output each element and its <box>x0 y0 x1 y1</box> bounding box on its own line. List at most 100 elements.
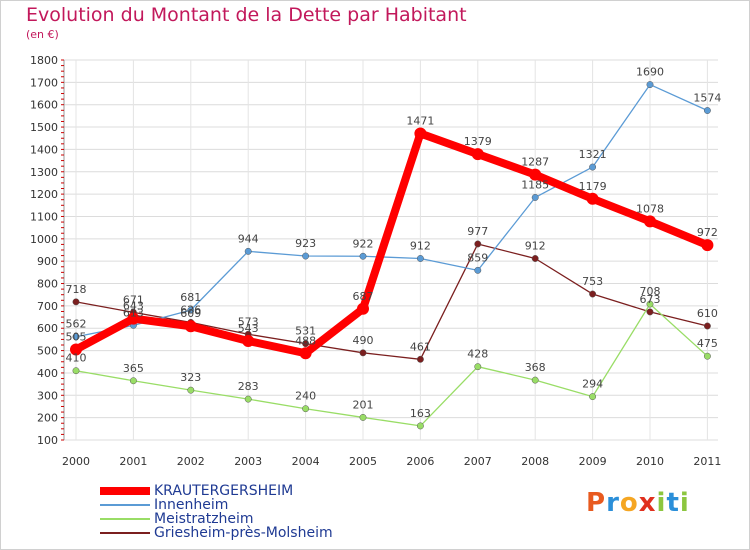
data-label: 708 <box>640 285 661 298</box>
data-label: 673 <box>640 293 661 306</box>
data-point <box>586 192 599 205</box>
data-point <box>703 352 711 360</box>
data-label: 1179 <box>579 180 607 193</box>
logo-letter: o <box>619 488 639 518</box>
data-label: 912 <box>410 239 431 252</box>
data-label: 626 <box>180 303 201 316</box>
data-point <box>529 168 542 181</box>
data-point <box>416 255 424 262</box>
legend-swatch <box>100 532 150 534</box>
legend-label: Innenheim <box>154 497 229 513</box>
data-point <box>72 367 80 375</box>
data-label: 687 <box>353 290 374 303</box>
data-label: 671 <box>123 293 144 306</box>
data-point <box>474 266 482 274</box>
data-point <box>357 302 369 315</box>
y-tick-label: 200 <box>37 412 58 425</box>
data-point <box>359 252 367 260</box>
x-tick-label: 2007 <box>464 455 492 468</box>
x-tick-label: 2003 <box>234 455 262 468</box>
series-line-2 <box>75 303 709 427</box>
data-label: 410 <box>66 352 87 365</box>
data-label: 609 <box>180 307 201 320</box>
data-label: 1321 <box>579 148 607 161</box>
data-point <box>589 393 597 401</box>
legend-swatch <box>100 504 150 506</box>
data-label: 531 <box>295 325 316 338</box>
legend-swatch <box>100 518 150 520</box>
data-point <box>703 322 711 330</box>
data-point <box>474 240 482 248</box>
data-point <box>359 413 367 421</box>
data-point <box>299 347 312 360</box>
x-tick-label: 2011 <box>693 455 721 468</box>
data-point <box>416 422 424 430</box>
data-label: 240 <box>295 390 316 403</box>
data-label: 323 <box>180 371 201 384</box>
x-tick-label: 2000 <box>62 455 90 468</box>
chart-title: Evolution du Montant de la Dette par Hab… <box>26 4 467 26</box>
proxiti-logo: Proxiti <box>586 488 690 518</box>
logo-letter: r <box>606 488 620 518</box>
logo-letter: i <box>656 488 667 518</box>
data-point <box>471 148 484 161</box>
data-label: 922 <box>353 237 374 250</box>
data-label: 490 <box>353 334 374 347</box>
y-tick-label: 1400 <box>30 143 58 156</box>
series-line-3 <box>75 243 709 360</box>
y-tick-label: 1000 <box>30 233 58 246</box>
data-label: 1185 <box>521 178 549 191</box>
chart-subtitle: (en €) <box>26 28 59 41</box>
data-label: 1379 <box>464 135 492 148</box>
data-point <box>187 306 195 314</box>
data-label: 923 <box>295 237 316 250</box>
data-label: 1690 <box>636 66 664 79</box>
legend-label: KRAUTERGERSHEIM <box>154 483 294 499</box>
data-point <box>646 81 654 89</box>
data-label: 505 <box>66 330 87 343</box>
y-tick-label: 100 <box>37 434 58 447</box>
y-tick-label: 1500 <box>30 121 58 134</box>
data-point <box>244 247 252 255</box>
y-tick-label: 1200 <box>30 188 58 201</box>
data-point <box>184 320 197 333</box>
data-point <box>646 300 654 308</box>
data-point <box>242 334 255 347</box>
data-label: 610 <box>697 307 718 320</box>
data-label: 543 <box>238 322 259 335</box>
logo-letter: x <box>638 488 657 518</box>
data-point <box>70 343 82 356</box>
data-point <box>414 127 427 140</box>
data-label: 1078 <box>636 202 664 215</box>
data-point <box>72 333 80 341</box>
data-label: 562 <box>66 318 87 331</box>
data-label: 365 <box>123 362 144 375</box>
data-point <box>701 239 714 252</box>
y-tick-label: 1700 <box>30 76 58 89</box>
data-label: 972 <box>697 226 718 239</box>
logo-letter: t <box>666 488 680 518</box>
data-point <box>474 363 482 371</box>
x-tick-label: 2008 <box>521 455 549 468</box>
x-tick-label: 2010 <box>636 455 664 468</box>
data-label: 201 <box>353 398 374 411</box>
data-label: 428 <box>467 348 488 361</box>
data-label: 718 <box>66 283 87 296</box>
data-point <box>589 163 597 171</box>
data-label: 488 <box>295 334 316 347</box>
data-label: 163 <box>410 407 431 420</box>
data-label: 475 <box>697 337 718 350</box>
data-label: 368 <box>525 361 546 374</box>
y-tick-label: 1300 <box>30 166 58 179</box>
data-point <box>187 386 195 394</box>
series-line-1 <box>75 83 709 338</box>
data-point <box>302 405 310 413</box>
y-tick-label: 500 <box>37 345 58 358</box>
data-point <box>72 298 80 306</box>
data-label: 613 <box>123 306 144 319</box>
legend-swatch <box>100 487 150 495</box>
data-point <box>531 376 539 384</box>
data-label: 681 <box>180 291 201 304</box>
data-label: 573 <box>238 315 259 328</box>
